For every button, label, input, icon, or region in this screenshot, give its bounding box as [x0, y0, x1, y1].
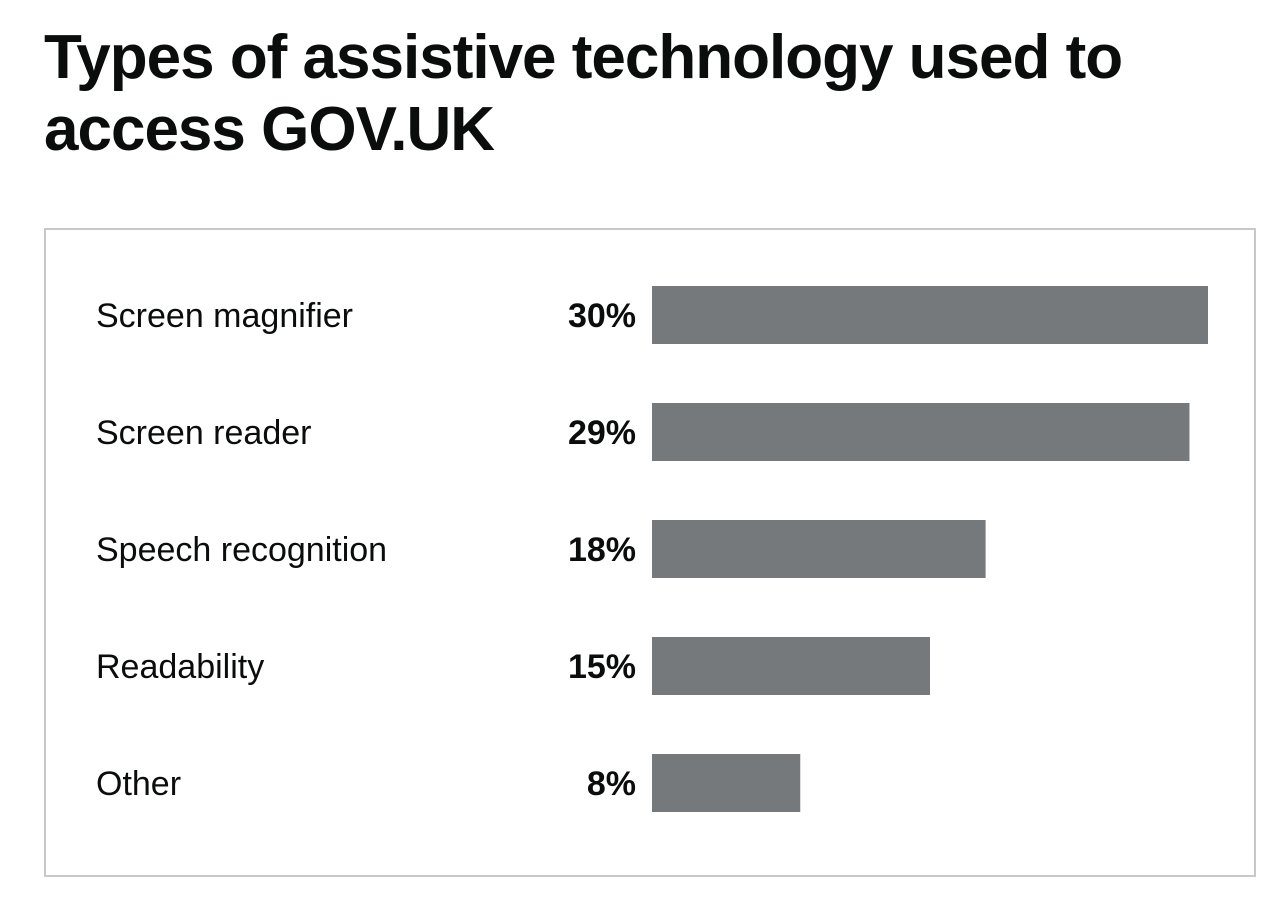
bar-speech-recognition	[652, 520, 986, 578]
value-label-screen-reader: 29%	[568, 414, 636, 452]
category-label-speech-recognition: Speech recognition	[96, 531, 387, 569]
value-label-screen-magnifier: 30%	[568, 297, 636, 335]
bar-screen-reader	[652, 403, 1190, 461]
value-label-other: 8%	[587, 765, 636, 803]
chart-container: Screen magnifier 30% Screen reader 29% Speec…	[44, 228, 1256, 877]
value-label-speech-recognition: 18%	[568, 531, 636, 569]
category-label-other: Other	[96, 765, 181, 803]
category-label-readability: Readability	[96, 648, 264, 686]
bar-screen-magnifier	[652, 286, 1208, 344]
chart-title: Types of assistive technology used to ac…	[44, 23, 1123, 164]
value-label-readability: 15%	[568, 648, 636, 686]
bar-other	[652, 754, 801, 812]
category-label-screen-reader: Screen reader	[96, 414, 311, 452]
bar-chart: Screen magnifier 30% Screen reader 29% Speec…	[96, 286, 1208, 812]
bar-readability	[652, 637, 930, 695]
category-label-screen-magnifier: Screen magnifier	[96, 297, 353, 335]
